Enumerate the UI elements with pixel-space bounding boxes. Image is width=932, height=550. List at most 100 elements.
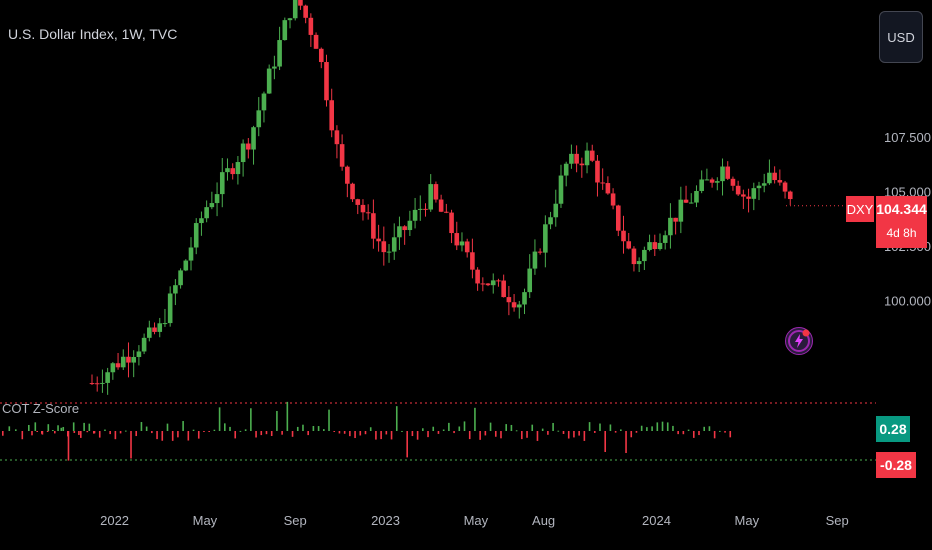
candle <box>371 199 376 249</box>
zscore-bar <box>395 406 398 431</box>
candle <box>746 188 751 213</box>
candle <box>631 246 637 272</box>
zscore-bar <box>573 431 575 438</box>
zscore-bar <box>620 429 622 431</box>
zscore-bar <box>109 431 111 435</box>
candle <box>610 188 616 210</box>
candle <box>433 181 439 203</box>
zscore-bar <box>244 429 247 431</box>
candle <box>678 186 684 234</box>
candle <box>272 55 277 80</box>
zscore-bar <box>151 431 153 434</box>
candle <box>365 204 371 220</box>
candle <box>277 26 282 71</box>
candle <box>303 4 308 24</box>
candle <box>360 199 366 221</box>
zscore-bar <box>541 428 544 431</box>
zscore-bar <box>521 431 523 440</box>
zscore-bar <box>161 431 164 441</box>
symbol-tag: DXY <box>846 196 874 222</box>
candle <box>345 165 350 198</box>
candle <box>141 333 147 355</box>
candle <box>730 176 736 191</box>
candle <box>532 239 538 275</box>
zscore-bar <box>630 431 633 438</box>
candle <box>694 185 699 208</box>
zscore-bar <box>307 431 309 436</box>
candle <box>246 138 251 159</box>
zscore-bar <box>448 422 450 431</box>
candle <box>308 13 314 47</box>
zscore-bar <box>593 431 596 433</box>
cot-zscore-series <box>0 401 876 461</box>
zscore-bar <box>52 430 54 432</box>
zscore-bar <box>536 431 539 441</box>
candle <box>126 342 131 378</box>
candle <box>579 157 585 178</box>
last-price-value: 104.344 <box>876 201 927 217</box>
candle <box>543 215 548 268</box>
candle <box>131 350 136 378</box>
zscore-bar <box>651 426 653 431</box>
zscore-bar <box>67 431 70 461</box>
zscore-bar <box>666 422 669 431</box>
candle <box>444 203 449 214</box>
zscore-bar <box>614 431 617 433</box>
zscore-bar <box>67 431 69 437</box>
candle <box>485 283 491 287</box>
zscore-bar <box>380 431 382 440</box>
zscore-bar <box>364 431 367 435</box>
zscore-bar <box>57 425 59 431</box>
candle <box>642 246 647 271</box>
time-tick-label: 2023 <box>371 513 400 528</box>
zscore-bar <box>166 423 169 431</box>
zscore-bar <box>677 431 679 435</box>
zscore-bar <box>562 431 565 434</box>
candle <box>558 164 564 208</box>
candle <box>199 211 204 236</box>
indicator-title[interactable]: COT Z-Score <box>2 401 80 416</box>
zscore-bar <box>359 431 362 436</box>
candle <box>459 232 465 252</box>
zscore-bar <box>672 425 674 431</box>
candle <box>417 195 423 221</box>
zscore-bar <box>312 425 315 431</box>
zscore-bar <box>333 431 336 432</box>
zscore-bar <box>224 423 226 431</box>
zscore-bar <box>458 426 461 431</box>
time-axis[interactable]: 2022 May Sep 2023 May Aug 2024 May Sep <box>100 513 849 528</box>
currency-button[interactable]: USD <box>879 11 923 63</box>
candle <box>600 168 605 190</box>
zscore-bar <box>442 429 445 431</box>
zscore-bar <box>28 424 30 431</box>
candle <box>209 191 215 210</box>
candle <box>647 234 652 252</box>
zscore-bar <box>41 431 43 434</box>
time-tick-label: 2024 <box>642 513 671 528</box>
zscore-bar <box>47 424 50 431</box>
zscore-bar <box>286 401 289 431</box>
zscore-bar <box>385 431 388 435</box>
candle <box>475 267 480 291</box>
candle <box>334 125 340 159</box>
candle <box>574 145 579 173</box>
candle <box>621 215 626 254</box>
candle <box>720 158 725 196</box>
candle <box>167 286 173 327</box>
candle <box>589 144 595 163</box>
bar-countdown: 4d 8h <box>886 226 917 240</box>
zscore-bar <box>197 431 200 439</box>
lightning-bolt-icon[interactable] <box>785 327 813 355</box>
zscore-bar <box>156 431 158 440</box>
zscore-bar <box>296 426 299 431</box>
candle <box>240 139 246 177</box>
zscore-bar <box>661 421 664 431</box>
candle <box>105 367 110 395</box>
zscore-bar <box>124 430 127 432</box>
zscore-bar <box>474 407 476 431</box>
time-tick-label: Sep <box>826 513 849 528</box>
zscore-bar <box>692 431 695 438</box>
